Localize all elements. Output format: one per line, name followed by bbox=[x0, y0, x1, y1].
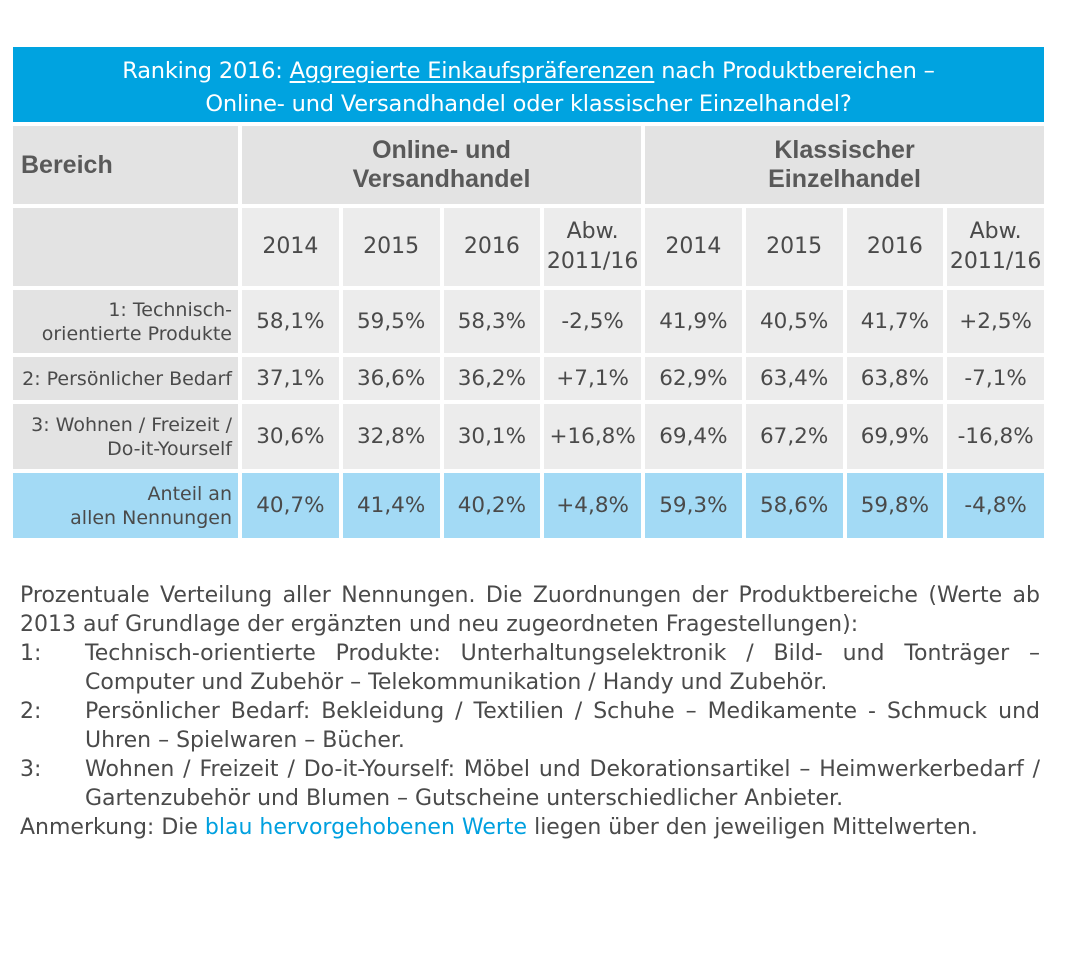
cell-klassisch-abw: +2,5% bbox=[947, 290, 1044, 353]
header-online-abw: Abw. 2011/16 bbox=[544, 208, 641, 286]
cell-online-2015: 59,5% bbox=[342, 290, 440, 353]
header-klassisch-2016: 2016 bbox=[846, 208, 944, 286]
header-online-line2: Versandhandel bbox=[352, 165, 531, 193]
cell-online-abw: +16,8% bbox=[544, 404, 641, 469]
note-item-2: 2: Persönlicher Bedarf: Bekleidung / Text… bbox=[20, 697, 1040, 755]
row-label-line2: allen Nennungen bbox=[70, 506, 232, 529]
header-online-2016: 2016 bbox=[443, 208, 541, 286]
header-online: Online- und Versandhandel bbox=[242, 126, 641, 204]
table-row: 2: Persönlicher Bedarf 37,1% 36,6% 36,2%… bbox=[13, 357, 1044, 400]
cell-klassisch-abw: -4,8% bbox=[947, 473, 1044, 538]
cell-online-2015: 36,6% bbox=[342, 357, 440, 400]
cell-online-abw: +7,1% bbox=[544, 357, 641, 400]
row-label-line2: orientierte Produkte bbox=[41, 322, 232, 345]
note-text: Wohnen / Freizeit / Do-it-Yourself: Möbe… bbox=[85, 757, 1040, 811]
cell-online-2015: 32,8% bbox=[342, 404, 440, 469]
note-text: Persönlicher Bedarf: Bekleidung / Textil… bbox=[85, 699, 1040, 753]
row-label-line2: Do-it-Yourself bbox=[107, 437, 232, 460]
table-row-total: Anteil an allen Nennungen 40,7% 41,4% 40,… bbox=[13, 473, 1044, 538]
cell-klassisch-2015: 63,4% bbox=[745, 357, 843, 400]
table-row: 3: Wohnen / Freizeit / Do-it-Yourself 30,… bbox=[13, 404, 1044, 469]
row-label-line1: 3: Wohnen / Freizeit / bbox=[31, 413, 232, 436]
cell-online-2014: 58,1% bbox=[242, 290, 339, 353]
title-line-2: Online- und Versandhandel oder klassisch… bbox=[205, 91, 852, 117]
table-row: 1: Technisch-orientierte Produkte 58,1% … bbox=[13, 290, 1044, 353]
footnotes: Prozentuale Verteilung aller Nennungen. … bbox=[20, 581, 1040, 842]
note-text: Technisch-orientierte Produkte: Unterhal… bbox=[85, 641, 1040, 695]
header-klassisch-line2: Einzelhandel bbox=[768, 165, 921, 193]
table-title: Ranking 2016: Aggregierte Einkaufspräfer… bbox=[13, 47, 1044, 122]
cell-online-2015: 41,4% bbox=[342, 473, 440, 538]
title-line-1: Ranking 2016: Aggregierte Einkaufspräfer… bbox=[13, 55, 1044, 88]
row-label: Anteil an allen Nennungen bbox=[13, 473, 238, 538]
abw-line1: Abw. bbox=[969, 219, 1022, 244]
header-empty-cell bbox=[13, 208, 238, 286]
cell-online-2016: 30,1% bbox=[443, 404, 541, 469]
cell-klassisch-2014: 62,9% bbox=[645, 357, 742, 400]
cell-klassisch-2016: 69,9% bbox=[846, 404, 944, 469]
cell-klassisch-abw: -16,8% bbox=[947, 404, 1044, 469]
cell-klassisch-abw: -7,1% bbox=[947, 357, 1044, 400]
row-label-line1: 1: Technisch- bbox=[108, 298, 232, 321]
cell-online-2014: 37,1% bbox=[242, 357, 339, 400]
header-row-groups: Bereich Online- und Versandhandel Klassi… bbox=[13, 126, 1044, 204]
ranking-table-container: Ranking 2016: Aggregierte Einkaufspräfer… bbox=[13, 47, 1044, 542]
cell-klassisch-2014: 41,9% bbox=[645, 290, 742, 353]
abw-line1: Abw. bbox=[566, 219, 619, 244]
cell-klassisch-2016: 59,8% bbox=[846, 473, 944, 538]
row-label: 2: Persönlicher Bedarf bbox=[13, 357, 238, 400]
title-prefix: Ranking 2016: bbox=[122, 58, 290, 84]
note-item-1: 1: Technisch-orientierte Produkte: Unterh… bbox=[20, 639, 1040, 697]
header-klassisch-abw: Abw. 2011/16 bbox=[947, 208, 1044, 286]
header-bereich: Bereich bbox=[13, 126, 238, 204]
title-suffix: nach Produktbereichen – bbox=[654, 58, 935, 84]
cell-klassisch-2015: 67,2% bbox=[745, 404, 843, 469]
abw-line2: 2011/16 bbox=[546, 249, 639, 274]
note-number: 1: bbox=[20, 641, 42, 666]
header-row-years: 2014 2015 2016 Abw. 2011/16 2014 2015 201… bbox=[13, 208, 1044, 286]
header-online-2015: 2015 bbox=[342, 208, 440, 286]
title-underlined: Aggregierte Einkaufspräferenzen bbox=[289, 58, 655, 84]
row-label: 3: Wohnen / Freizeit / Do-it-Yourself bbox=[13, 404, 238, 469]
cell-online-2014: 40,7% bbox=[242, 473, 339, 538]
header-online-2014: 2014 bbox=[242, 208, 339, 286]
cell-klassisch-2014: 69,4% bbox=[645, 404, 742, 469]
row-label-line1: 2: Persönlicher Bedarf bbox=[22, 367, 232, 390]
cell-online-abw: -2,5% bbox=[544, 290, 641, 353]
row-label-line1: Anteil an bbox=[147, 482, 232, 505]
note-remark: Anmerkung: Die blau hervorgehobenen Wert… bbox=[20, 813, 1040, 842]
header-klassisch-line1: Klassischer bbox=[774, 136, 915, 164]
remark-prefix: Anmerkung: Die bbox=[20, 815, 205, 840]
header-klassisch-2014: 2014 bbox=[645, 208, 742, 286]
ranking-table: Bereich Online- und Versandhandel Klassi… bbox=[9, 122, 1048, 542]
header-klassisch: Klassischer Einzelhandel bbox=[645, 126, 1044, 204]
note-item-3: 3: Wohnen / Freizeit / Do-it-Yourself: Mö… bbox=[20, 755, 1040, 813]
cell-klassisch-2015: 40,5% bbox=[745, 290, 843, 353]
cell-online-2016: 36,2% bbox=[443, 357, 541, 400]
cell-online-2014: 30,6% bbox=[242, 404, 339, 469]
cell-online-2016: 40,2% bbox=[443, 473, 541, 538]
abw-line2: 2011/16 bbox=[949, 249, 1042, 274]
header-klassisch-2015: 2015 bbox=[745, 208, 843, 286]
cell-online-abw: +4,8% bbox=[544, 473, 641, 538]
remark-suffix: liegen über den jeweiligen Mittelwerten. bbox=[527, 815, 978, 840]
cell-klassisch-2015: 58,6% bbox=[745, 473, 843, 538]
row-label: 1: Technisch-orientierte Produkte bbox=[13, 290, 238, 353]
cell-klassisch-2016: 41,7% bbox=[846, 290, 944, 353]
cell-klassisch-2016: 63,8% bbox=[846, 357, 944, 400]
notes-intro: Prozentuale Verteilung aller Nennungen. … bbox=[20, 583, 1040, 637]
note-number: 2: bbox=[20, 699, 42, 724]
note-number: 3: bbox=[20, 757, 42, 782]
cell-online-2016: 58,3% bbox=[443, 290, 541, 353]
remark-highlight: blau hervorgehobenen Werte bbox=[204, 815, 528, 840]
cell-klassisch-2014: 59,3% bbox=[645, 473, 742, 538]
header-online-line1: Online- und bbox=[372, 136, 511, 164]
